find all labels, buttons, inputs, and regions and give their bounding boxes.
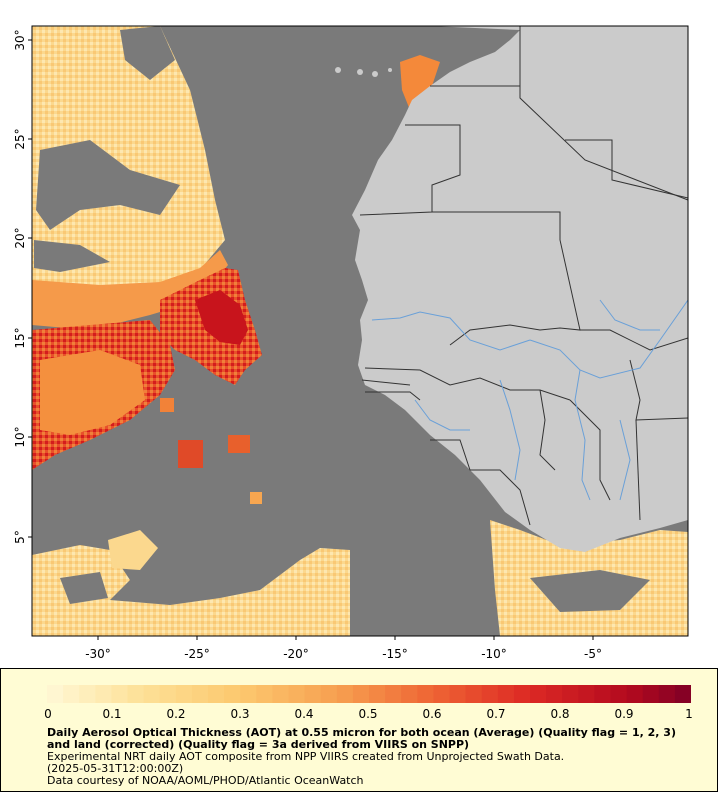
colorbar-tick-label: 0.2 bbox=[166, 707, 186, 721]
aot-patch-canary bbox=[400, 55, 440, 110]
colorbar-swatch bbox=[320, 685, 338, 703]
island bbox=[372, 71, 378, 77]
colorbar-swatch bbox=[433, 685, 450, 703]
colorbar-swatch bbox=[385, 685, 402, 703]
colorbar-swatch bbox=[47, 685, 64, 703]
lon-axis: -30° -25° -20° -15° -10° -5° bbox=[85, 636, 602, 661]
lon-tick-label: -20° bbox=[283, 647, 309, 661]
lat-tick-label: 5° bbox=[13, 530, 27, 544]
aot-patch bbox=[178, 440, 203, 468]
island bbox=[357, 69, 363, 75]
lat-tick-label: 15° bbox=[13, 327, 27, 348]
colorbar-swatch bbox=[288, 685, 306, 703]
land-west-africa bbox=[352, 26, 688, 552]
aot-band-orange bbox=[32, 250, 228, 330]
colorbar-tick-label: 0.8 bbox=[550, 707, 570, 721]
legend-timestamp: (2025-05-31T12:00:00Z) bbox=[47, 762, 184, 775]
legend-panel: 0 0.1 0.2 0.3 0.4 0.5 0.6 0.7 0.8 0.9 1 … bbox=[0, 668, 718, 792]
aot-patch bbox=[108, 530, 158, 570]
colorbar-swatch bbox=[465, 685, 483, 703]
aot-patch bbox=[160, 398, 174, 412]
colorbar-swatch bbox=[159, 685, 177, 703]
aot-plume-max bbox=[195, 290, 248, 345]
legend-title: Daily Aerosol Optical Thickness (AOT) at… bbox=[47, 726, 676, 751]
colorbar-swatch bbox=[530, 685, 547, 703]
lat-tick-label: 20° bbox=[13, 227, 27, 248]
lon-tick-label: -15° bbox=[382, 647, 408, 661]
lon-tick-label: -5° bbox=[584, 647, 602, 661]
cloud-gap bbox=[530, 570, 650, 612]
aot-patch bbox=[228, 435, 250, 453]
aot-field-northwest bbox=[32, 26, 225, 300]
island bbox=[388, 68, 392, 72]
colorbar bbox=[47, 685, 691, 703]
aot-field-west-orange bbox=[40, 350, 145, 435]
lon-tick-label: -30° bbox=[85, 647, 111, 661]
colorbar-swatch bbox=[513, 685, 531, 703]
colorbar-swatch bbox=[111, 685, 128, 703]
colorbar-swatch bbox=[127, 685, 145, 703]
colorbar-swatch bbox=[417, 685, 434, 703]
colorbar-swatch bbox=[562, 685, 579, 703]
colorbar-tick-label: 0.9 bbox=[614, 707, 634, 721]
colorbar-tick-label: 0.3 bbox=[230, 707, 250, 721]
colorbar-swatch bbox=[658, 685, 676, 703]
colorbar-tick-label: 0.4 bbox=[294, 707, 314, 721]
colorbar-swatch bbox=[626, 685, 644, 703]
colorbar-swatch bbox=[336, 685, 354, 703]
aot-field-southwest bbox=[32, 545, 350, 636]
colorbar-swatch bbox=[352, 685, 370, 703]
colorbar-swatch bbox=[449, 685, 467, 703]
colorbar-tick-label: 0.5 bbox=[358, 707, 378, 721]
aot-map: 30° 25° 20° 15° 10° 5° -30° -25° -20° -1… bbox=[13, 25, 689, 661]
colorbar-swatch bbox=[401, 685, 418, 703]
cloud-gap bbox=[36, 140, 180, 230]
colorbar-swatch bbox=[594, 685, 611, 703]
colorbar-swatch bbox=[224, 685, 241, 703]
island bbox=[335, 67, 341, 73]
lat-tick-label: 30° bbox=[13, 29, 27, 50]
colorbar-swatch bbox=[481, 685, 499, 703]
colorbar-swatch bbox=[79, 685, 96, 703]
lat-tick-label: 25° bbox=[13, 128, 27, 149]
colorbar-tick-label: 0.1 bbox=[102, 707, 122, 721]
colorbar-swatch bbox=[272, 685, 289, 703]
colorbar-tick-label: 0 bbox=[44, 707, 52, 721]
legend-credit: Data courtesy of NOAA/AOML/PHOD/Atlantic… bbox=[47, 774, 364, 787]
colorbar-swatch bbox=[191, 685, 209, 703]
colorbar-swatch bbox=[175, 685, 193, 703]
colorbar-swatch bbox=[674, 685, 691, 703]
colorbar-swatch bbox=[63, 685, 80, 703]
country-borders bbox=[359, 26, 688, 526]
lat-axis: 30° 25° 20° 15° 10° 5° bbox=[13, 29, 32, 544]
colorbar-swatch bbox=[143, 685, 161, 703]
colorbar-tick-label: 0.6 bbox=[422, 707, 442, 721]
colorbar-swatch bbox=[578, 685, 595, 703]
aot-patch bbox=[250, 492, 262, 504]
cloud-gap bbox=[34, 240, 110, 272]
colorbar-swatch bbox=[497, 685, 515, 703]
colorbar-swatch bbox=[369, 685, 386, 703]
colorbar-tick-label: 0.7 bbox=[486, 707, 506, 721]
rivers bbox=[371, 299, 688, 501]
colorbar-swatch bbox=[610, 685, 628, 703]
legend-description: Experimental NRT daily AOT composite fro… bbox=[47, 750, 565, 763]
colorbar-swatch bbox=[240, 685, 257, 703]
cloud-gap bbox=[120, 26, 175, 80]
colorbar-swatch bbox=[546, 685, 563, 703]
colorbar-swatch bbox=[95, 685, 112, 703]
colorbar-swatch bbox=[642, 685, 660, 703]
lat-tick-label: 10° bbox=[13, 426, 27, 447]
cloud-gap bbox=[60, 572, 108, 604]
plot-frame bbox=[31, 25, 689, 637]
colorbar-tick-label: 1 bbox=[685, 707, 693, 721]
lon-tick-label: -10° bbox=[481, 647, 507, 661]
lon-tick-label: -25° bbox=[184, 647, 210, 661]
colorbar-swatch bbox=[208, 685, 225, 703]
colorbar-swatch bbox=[256, 685, 273, 703]
colorbar-swatch bbox=[304, 685, 322, 703]
